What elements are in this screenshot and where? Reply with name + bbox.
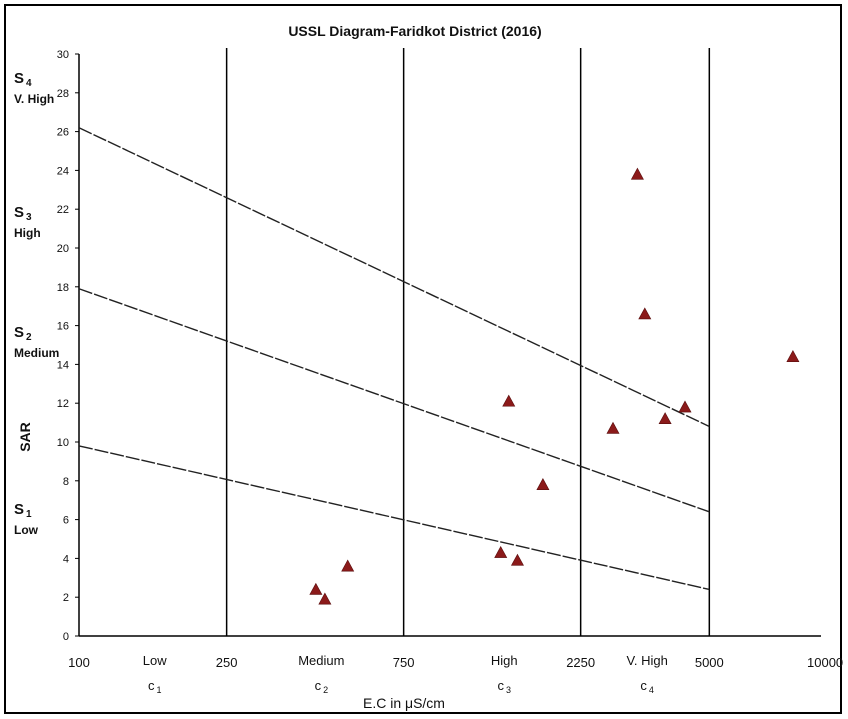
sodium-class-label: Medium (14, 346, 59, 360)
salinity-class-subscript: 4 (649, 685, 654, 695)
salinity-class-subscript: 1 (156, 685, 161, 695)
x-tick-label: 750 (393, 655, 415, 670)
x-axis-title: E.C in μS/cm (363, 695, 445, 711)
scatter-point (510, 553, 524, 566)
scatter-point (678, 400, 692, 413)
y-tick-label: 20 (57, 243, 69, 255)
sodium-class-label: Low (14, 523, 39, 537)
sodium-hazard-boundary-line (78, 127, 710, 428)
salinity-class-label: High (491, 653, 518, 668)
salinity-class-subscript: 2 (323, 685, 328, 695)
scatter-point (606, 421, 620, 434)
salinity-class-label: Low (143, 653, 167, 668)
sodium-class-subscript: 4 (26, 78, 32, 89)
sodium-class-subscript: 3 (26, 212, 32, 223)
scatter-point (341, 559, 355, 572)
scatter-point (494, 545, 508, 558)
salinity-class-label: Medium (298, 653, 344, 668)
x-tick-label: 10000 (807, 655, 843, 670)
salinity-class-label: V. High (626, 653, 667, 668)
chart-title: USSL Diagram-Faridkot District (2016) (288, 23, 541, 39)
sodium-hazard-boundary-line (78, 288, 710, 513)
y-tick-label: 2 (63, 592, 69, 604)
y-tick-label: 8 (63, 476, 69, 488)
y-tick-label: 12 (57, 398, 69, 410)
salinity-class-subscript: 3 (506, 685, 511, 695)
y-tick-label: 28 (57, 88, 69, 100)
scatter-point (630, 167, 644, 180)
sodium-class-label: High (14, 226, 41, 240)
y-tick-label: 4 (63, 553, 69, 565)
y-tick-label: 6 (63, 515, 69, 527)
y-axis-title: SAR (17, 422, 33, 452)
x-tick-label: 2250 (566, 655, 595, 670)
x-tick-label: 250 (216, 655, 238, 670)
y-tick-label: 14 (57, 359, 69, 371)
scatter-point (638, 307, 652, 320)
y-tick-label: 0 (63, 631, 69, 643)
y-tick-label: 16 (57, 321, 69, 333)
sodium-hazard-boundary-line (78, 445, 710, 591)
y-tick-label: 22 (57, 204, 69, 216)
data-points (309, 167, 800, 605)
y-tick-label: 10 (57, 437, 69, 449)
y-tick-label: 26 (57, 127, 69, 139)
scatter-point (318, 592, 332, 605)
x-tick-label: 100 (68, 655, 90, 670)
boundary-lines (78, 127, 710, 591)
scatter-point (658, 412, 672, 425)
scatter-point (502, 394, 516, 407)
y-tick-label: 24 (57, 165, 69, 177)
sodium-class-subscript: 1 (26, 509, 32, 520)
y-tick-label: 30 (57, 49, 69, 61)
x-tick-label: 5000 (695, 655, 724, 670)
scatter-point (309, 582, 323, 595)
class-labels: Low c 1 Medium c 2 High c 3 V. High c 4 S 4 V. High S 3 H… (14, 70, 668, 695)
scatter-point (536, 478, 550, 490)
sodium-class-subscript: 2 (26, 332, 32, 343)
y-tick-label: 18 (57, 282, 69, 294)
chart-frame (4, 4, 842, 714)
sodium-class-label: V. High (14, 92, 54, 106)
scatter-point (786, 350, 800, 362)
